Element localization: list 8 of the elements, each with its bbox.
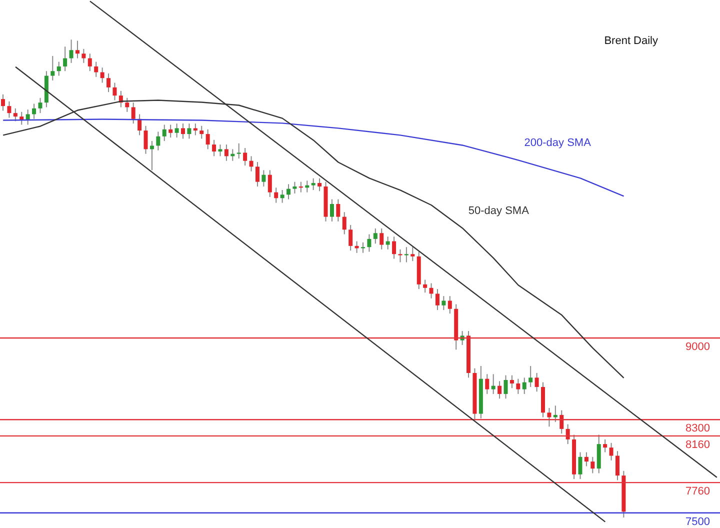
y-tick-label: 8300 [686,422,710,435]
y-tick-label: 7500 [686,516,710,528]
series-label: 50-day SMA [468,205,530,218]
y-tick-label: 7760 [686,486,710,498]
series-label: 200-day SMA [524,137,592,150]
y-tick-label: 9000 [686,341,710,354]
y-tick-label: 8160 [686,438,710,451]
text: Brent Daily [604,35,658,47]
